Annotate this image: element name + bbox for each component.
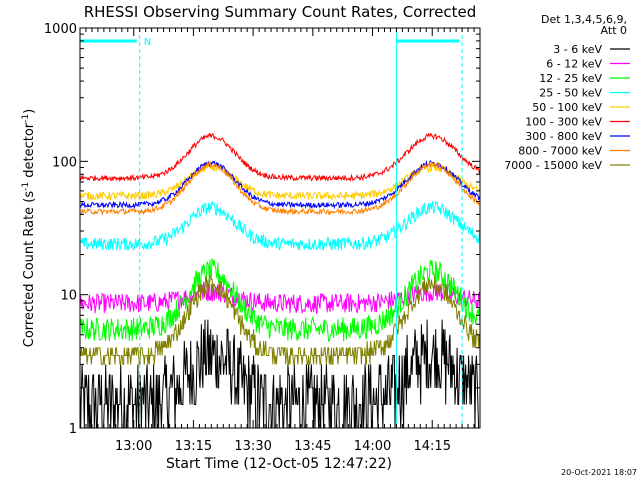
legend-label: 100 - 300 keV — [525, 116, 602, 129]
x-tick-label: 13:45 — [294, 439, 331, 454]
legend-label: 3 - 6 keV — [553, 43, 602, 56]
x-tick-label: 13:00 — [115, 439, 152, 454]
x-tick-label: 13:15 — [175, 439, 212, 454]
y-ticks: 1 10 100 1000 — [44, 22, 480, 437]
series-line-5 — [79, 162, 481, 201]
legend-label: 25 - 50 keV — [539, 87, 602, 100]
legend-label: 50 - 100 keV — [532, 101, 602, 114]
plot-frame — [79, 27, 481, 429]
series-line-7 — [80, 160, 481, 210]
x-axis-label: Start Time (12-Oct-05 12:47:22) — [166, 456, 392, 472]
y-axis-label: Corrected Count Rate (s-1 detector-1) — [21, 109, 37, 347]
x-tick-label: 14:00 — [354, 439, 391, 454]
y-tick-label: 1000 — [44, 22, 77, 37]
series-line-2 — [79, 282, 481, 315]
legend-label: 12 - 25 keV — [539, 72, 602, 85]
series-line-6 — [79, 132, 481, 183]
legend-label: 800 - 7000 keV — [518, 145, 602, 158]
y-tick-label: 100 — [52, 155, 77, 170]
legend-header-line: Att 0 — [601, 24, 627, 37]
data-lines — [79, 132, 481, 429]
series-line-3 — [79, 258, 481, 342]
legend-label: 7000 - 15000 keV — [504, 159, 602, 172]
legend-label: 300 - 800 keV — [525, 130, 602, 143]
marker-n-label: N — [144, 37, 151, 48]
legend-label: 6 - 12 keV — [546, 58, 602, 71]
footer-date: 20-Oct-2021 18:07 — [561, 468, 637, 477]
series-line-4 — [79, 200, 481, 251]
x-ticks: 13:00 13:15 13:30 13:45 14:00 14:15 — [85, 28, 475, 454]
legend-header-line: Det 1,3,4,5,6,9, — [541, 13, 627, 26]
x-tick-label: 13:30 — [234, 439, 271, 454]
chart-title: RHESSI Observing Summary Count Rates, Co… — [84, 3, 477, 21]
series-line-1 — [79, 319, 480, 429]
x-tick-label: 14:15 — [414, 439, 451, 454]
legend: Det 1,3,4,5,6,9,Att 0 3 - 6 keV 6 - 12 keV… — [504, 13, 630, 172]
series-line-9 — [80, 275, 481, 365]
y-tick-label: 1 — [69, 422, 77, 437]
y-tick-label: 10 — [60, 289, 77, 304]
series-line-8 — [79, 159, 481, 216]
